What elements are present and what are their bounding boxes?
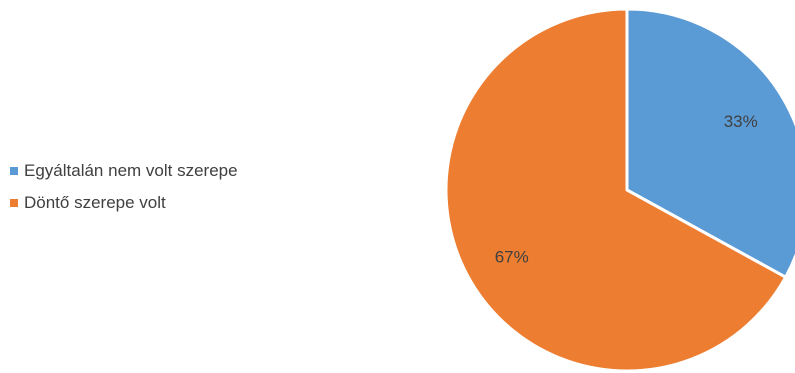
data-label-egyaltalan: 33% (724, 112, 758, 131)
chart-legend: Egyáltalán nem volt szerepe Döntő szerep… (10, 158, 238, 222)
data-label-donto: 67% (495, 248, 529, 267)
legend-item-egyaltalan: Egyáltalán nem volt szerepe (10, 158, 238, 184)
legend-item-donto: Döntő szerepe volt (10, 190, 238, 216)
pie-slice-donto (444, 7, 788, 373)
legend-label: Döntő szerepe volt (24, 193, 166, 212)
legend-swatch-orange (10, 199, 18, 207)
legend-label: Egyáltalán nem volt szerepe (24, 161, 238, 180)
legend-swatch-blue (10, 167, 18, 175)
pie-slice-egyaltalan (625, 7, 795, 279)
